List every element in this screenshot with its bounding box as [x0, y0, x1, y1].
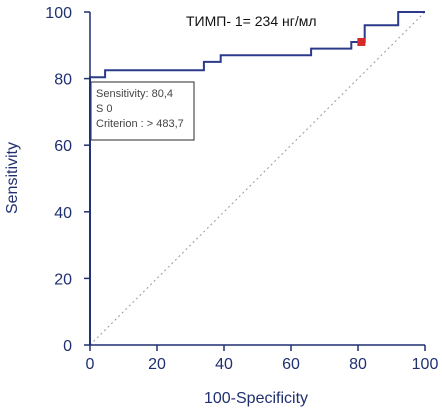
x-tick-label: 40: [215, 356, 233, 373]
y-axis-ticks: 0 20 40 60 80 100: [45, 5, 90, 355]
x-axis-ticks: 0 20 40 60 80 100: [86, 345, 439, 373]
cutoff-annotation: ТИМП- 1= 234 нг/мл: [186, 13, 317, 29]
y-tick-label: 20: [54, 271, 72, 288]
reference-diagonal: [89, 11, 426, 346]
x-tick-label: 60: [282, 356, 300, 373]
x-tick-label: 80: [349, 356, 367, 373]
y-tick-label: 40: [54, 205, 72, 222]
x-tick-label: 0: [86, 356, 95, 373]
cutoff-marker: [357, 37, 366, 46]
x-tick-label: 100: [412, 356, 439, 373]
x-tick-label: 20: [148, 356, 166, 373]
y-tick-label: 0: [63, 338, 72, 355]
info-box-line-1: Sensitivity: 80,4: [96, 88, 173, 100]
y-tick-label: 60: [54, 138, 72, 155]
info-box-line-2: S 0: [96, 103, 113, 115]
y-axis-title: Sensitivity: [4, 142, 21, 214]
x-axis-title: 100-Specificity: [204, 390, 308, 407]
roc-curve: [89, 11, 425, 345]
info-box-line-3: Criterion : > 483,7: [96, 118, 184, 130]
y-tick-label: 100: [45, 5, 72, 22]
y-tick-label: 80: [54, 72, 72, 89]
info-box-frame: [90, 81, 195, 141]
info-box: Sensitivity: 80,4 S 0 Criterion : > 483,…: [90, 81, 195, 141]
